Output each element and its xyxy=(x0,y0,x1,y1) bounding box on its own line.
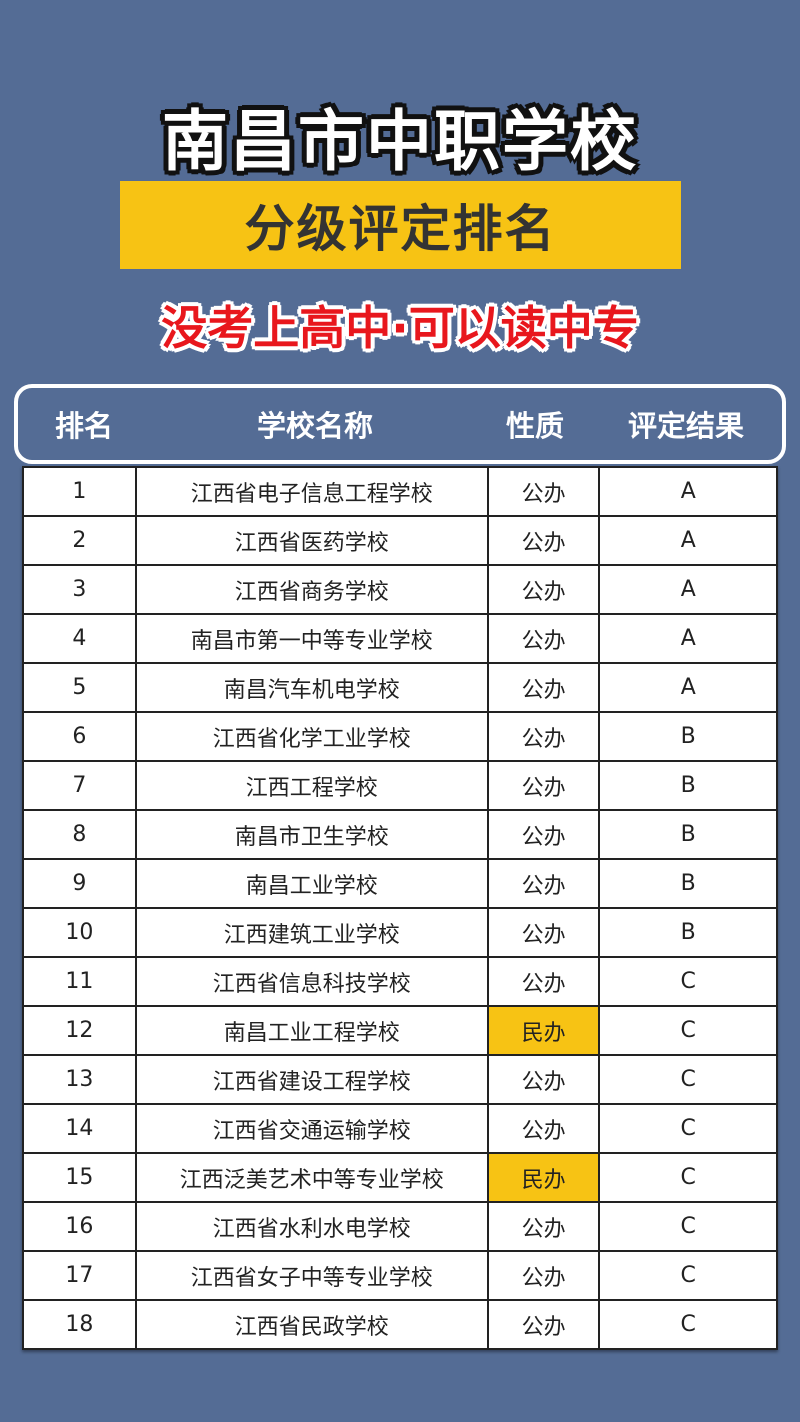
rank-cell: 18 xyxy=(22,1299,137,1350)
school-name-cell: 南昌工业学校 xyxy=(134,858,489,909)
school-name-cell: 江西省女子中等专业学校 xyxy=(134,1250,489,1301)
type-cell: 民办 xyxy=(486,1005,601,1056)
table-row: 14 江西省交通运输学校 公办 C xyxy=(22,1103,778,1154)
result-cell: C xyxy=(598,1299,778,1350)
banner: 分级评定排名 xyxy=(120,181,681,269)
school-name-cell: 南昌汽车机电学校 xyxy=(134,662,489,713)
result-cell: B xyxy=(598,907,778,958)
table-row: 10 江西建筑工业学校 公办 B xyxy=(22,907,778,958)
school-name-cell: 江西省商务学校 xyxy=(134,564,489,615)
school-name-cell: 江西省民政学校 xyxy=(134,1299,489,1350)
result-cell: C xyxy=(598,1005,778,1056)
type-cell: 公办 xyxy=(486,613,601,664)
type-cell: 公办 xyxy=(486,1201,601,1252)
type-cell: 公办 xyxy=(486,1103,601,1154)
header-type: 性质 xyxy=(505,409,564,443)
type-cell: 公办 xyxy=(486,515,601,566)
table-row: 6 江西省化学工业学校 公办 B xyxy=(22,711,778,762)
type-cell: 公办 xyxy=(486,564,601,615)
rank-cell: 17 xyxy=(22,1250,137,1301)
result-cell: C xyxy=(598,956,778,1007)
result-cell: C xyxy=(598,1103,778,1154)
school-name-cell: 江西建筑工业学校 xyxy=(134,907,489,958)
table-header: 排名 学校名称 性质 评定结果 xyxy=(14,384,786,464)
result-cell: A xyxy=(598,662,778,713)
header-school-name: 学校名称 xyxy=(256,409,373,443)
school-name-cell: 江西省信息科技学校 xyxy=(134,956,489,1007)
table-row: 7 江西工程学校 公办 B xyxy=(22,760,778,811)
table-row: 13 江西省建设工程学校 公办 C xyxy=(22,1054,778,1105)
school-name-cell: 江西省水利水电学校 xyxy=(134,1201,489,1252)
table-row: 2 江西省医药学校 公办 A xyxy=(22,515,778,566)
type-cell: 民办 xyxy=(486,1152,601,1203)
rank-cell: 9 xyxy=(22,858,137,909)
rank-cell: 3 xyxy=(22,564,137,615)
type-cell: 公办 xyxy=(486,956,601,1007)
header-result: 评定结果 xyxy=(627,409,744,443)
school-name-cell: 南昌市卫生学校 xyxy=(134,809,489,860)
type-cell: 公办 xyxy=(486,809,601,860)
school-name-cell: 江西省化学工业学校 xyxy=(134,711,489,762)
type-cell: 公办 xyxy=(486,907,601,958)
rank-cell: 6 xyxy=(22,711,137,762)
school-name-cell: 江西省建设工程学校 xyxy=(134,1054,489,1105)
table-row: 12 南昌工业工程学校 民办 C xyxy=(22,1005,778,1056)
school-name-cell: 江西工程学校 xyxy=(134,760,489,811)
header-rank: 排名 xyxy=(54,409,113,443)
result-cell: A xyxy=(598,515,778,566)
table-row: 16 江西省水利水电学校 公办 C xyxy=(22,1201,778,1252)
school-name-cell: 江西省电子信息工程学校 xyxy=(134,466,489,517)
rank-cell: 2 xyxy=(22,515,137,566)
result-cell: B xyxy=(598,809,778,860)
table-row: 15 江西泛美艺术中等专业学校 民办 C xyxy=(22,1152,778,1203)
result-cell: C xyxy=(598,1152,778,1203)
school-name-cell: 南昌工业工程学校 xyxy=(134,1005,489,1056)
result-cell: B xyxy=(598,711,778,762)
school-name-cell: 江西省医药学校 xyxy=(134,515,489,566)
rank-cell: 1 xyxy=(22,466,137,517)
table-row: 8 南昌市卫生学校 公办 B xyxy=(22,809,778,860)
ranking-table: 1 江西省电子信息工程学校 公办 A 2 江西省医药学校 公办 A 3 江西省商务学校 公办 A 4 南昌… xyxy=(22,466,778,1350)
result-cell: C xyxy=(598,1250,778,1301)
rank-cell: 16 xyxy=(22,1201,137,1252)
rank-cell: 5 xyxy=(22,662,137,713)
table-row: 11 江西省信息科技学校 公办 C xyxy=(22,956,778,1007)
table-row: 3 江西省商务学校 公办 A xyxy=(22,564,778,615)
result-cell: B xyxy=(598,760,778,811)
type-cell: 公办 xyxy=(486,662,601,713)
result-cell: C xyxy=(598,1054,778,1105)
type-cell: 公办 xyxy=(486,760,601,811)
type-cell: 公办 xyxy=(486,711,601,762)
result-cell: B xyxy=(598,858,778,909)
table-row: 17 江西省女子中等专业学校 公办 C xyxy=(22,1250,778,1301)
type-cell: 公办 xyxy=(486,1054,601,1105)
table-row: 4 南昌市第一中等专业学校 公办 A xyxy=(22,613,778,664)
result-cell: A xyxy=(598,564,778,615)
rank-cell: 7 xyxy=(22,760,137,811)
rank-cell: 15 xyxy=(22,1152,137,1203)
rank-cell: 14 xyxy=(22,1103,137,1154)
table-row: 18 江西省民政学校 公办 C xyxy=(22,1299,778,1350)
result-cell: C xyxy=(598,1201,778,1252)
rank-cell: 12 xyxy=(22,1005,137,1056)
rank-cell: 4 xyxy=(22,613,137,664)
rank-cell: 10 xyxy=(22,907,137,958)
school-name-cell: 江西泛美艺术中等专业学校 xyxy=(134,1152,489,1203)
school-name-cell: 南昌市第一中等专业学校 xyxy=(134,613,489,664)
type-cell: 公办 xyxy=(486,858,601,909)
table-row: 1 江西省电子信息工程学校 公办 A xyxy=(22,466,778,517)
type-cell: 公办 xyxy=(486,1299,601,1350)
type-cell: 公办 xyxy=(486,1250,601,1301)
rank-cell: 8 xyxy=(22,809,137,860)
subtitle: 没考上高中·可以读中专 xyxy=(161,301,639,355)
type-cell: 公办 xyxy=(486,466,601,517)
rank-cell: 13 xyxy=(22,1054,137,1105)
table-row: 9 南昌工业学校 公办 B xyxy=(22,858,778,909)
result-cell: A xyxy=(598,613,778,664)
result-cell: A xyxy=(598,466,778,517)
rank-cell: 11 xyxy=(22,956,137,1007)
school-name-cell: 江西省交通运输学校 xyxy=(134,1103,489,1154)
table-row: 5 南昌汽车机电学校 公办 A xyxy=(22,662,778,713)
page-title: 南昌市中职学校 xyxy=(162,103,638,180)
